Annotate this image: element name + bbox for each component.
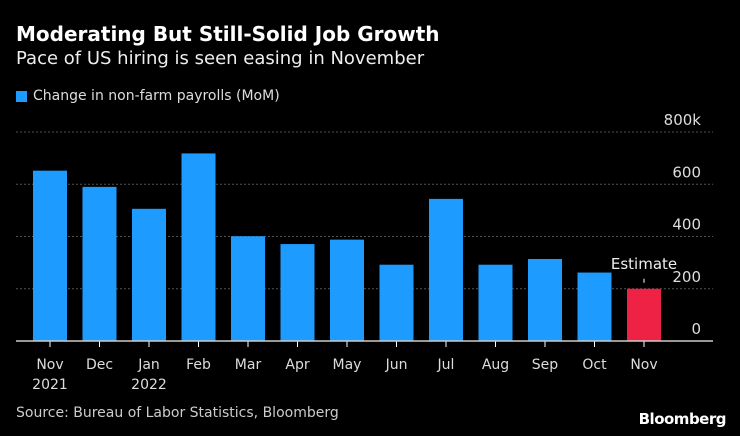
bar xyxy=(528,258,562,341)
legend: Change in non-farm payrolls (MoM) xyxy=(16,88,280,104)
bar xyxy=(181,153,216,341)
bar xyxy=(330,239,364,341)
x-tick-label: Feb xyxy=(186,357,211,373)
x-tick-label: Nov xyxy=(630,357,657,373)
x-tick-sublabel: 2022 xyxy=(131,377,167,393)
bar xyxy=(231,236,265,341)
estimate-annotation: Estimate xyxy=(611,255,677,273)
x-tick-sublabel: 2021 xyxy=(32,377,68,393)
x-tick-label: Jun xyxy=(385,357,408,373)
source-note: Source: Bureau of Labor Statistics, Bloo… xyxy=(16,405,339,421)
x-tick-label: Jul xyxy=(437,357,455,373)
x-tick-label: Mar xyxy=(235,357,262,373)
x-tick-label: Aug xyxy=(482,357,509,373)
bar xyxy=(33,170,67,341)
y-tick-label: 200 xyxy=(672,268,701,286)
bar xyxy=(577,272,612,341)
x-tick-label: Jan xyxy=(137,357,160,373)
bar xyxy=(429,198,463,341)
y-tick-label: 800k xyxy=(664,111,702,129)
bar xyxy=(82,186,117,341)
x-tick-label: Nov xyxy=(36,357,63,373)
legend-label: Change in non-farm payrolls (MoM) xyxy=(33,88,280,104)
bloomberg-logo: Bloomberg xyxy=(638,410,727,428)
bar xyxy=(280,244,315,341)
y-tick-label: 0 xyxy=(691,320,701,338)
x-tick-label: Sep xyxy=(532,357,559,373)
y-tick-label: 400 xyxy=(672,216,701,234)
x-tick-label: May xyxy=(333,357,362,373)
legend-swatch xyxy=(16,90,27,102)
y-tick-label: 600 xyxy=(672,163,701,181)
bar xyxy=(379,264,414,341)
x-tick-label: Oct xyxy=(582,357,607,373)
chart-subtitle: Pace of US hiring is seen easing in Nove… xyxy=(16,48,425,69)
estimate-bar xyxy=(627,288,661,341)
chart-title: Moderating But Still-Solid Job Growth xyxy=(16,22,440,46)
plot-area: 0 200 400 600 800k Nov 2021 Dec Jan 2022 Feb Mar Apr… xyxy=(16,111,713,393)
bar xyxy=(478,264,513,341)
x-tick-label: Apr xyxy=(285,357,309,373)
x-tick-label: Dec xyxy=(86,357,113,373)
bar xyxy=(132,208,166,341)
